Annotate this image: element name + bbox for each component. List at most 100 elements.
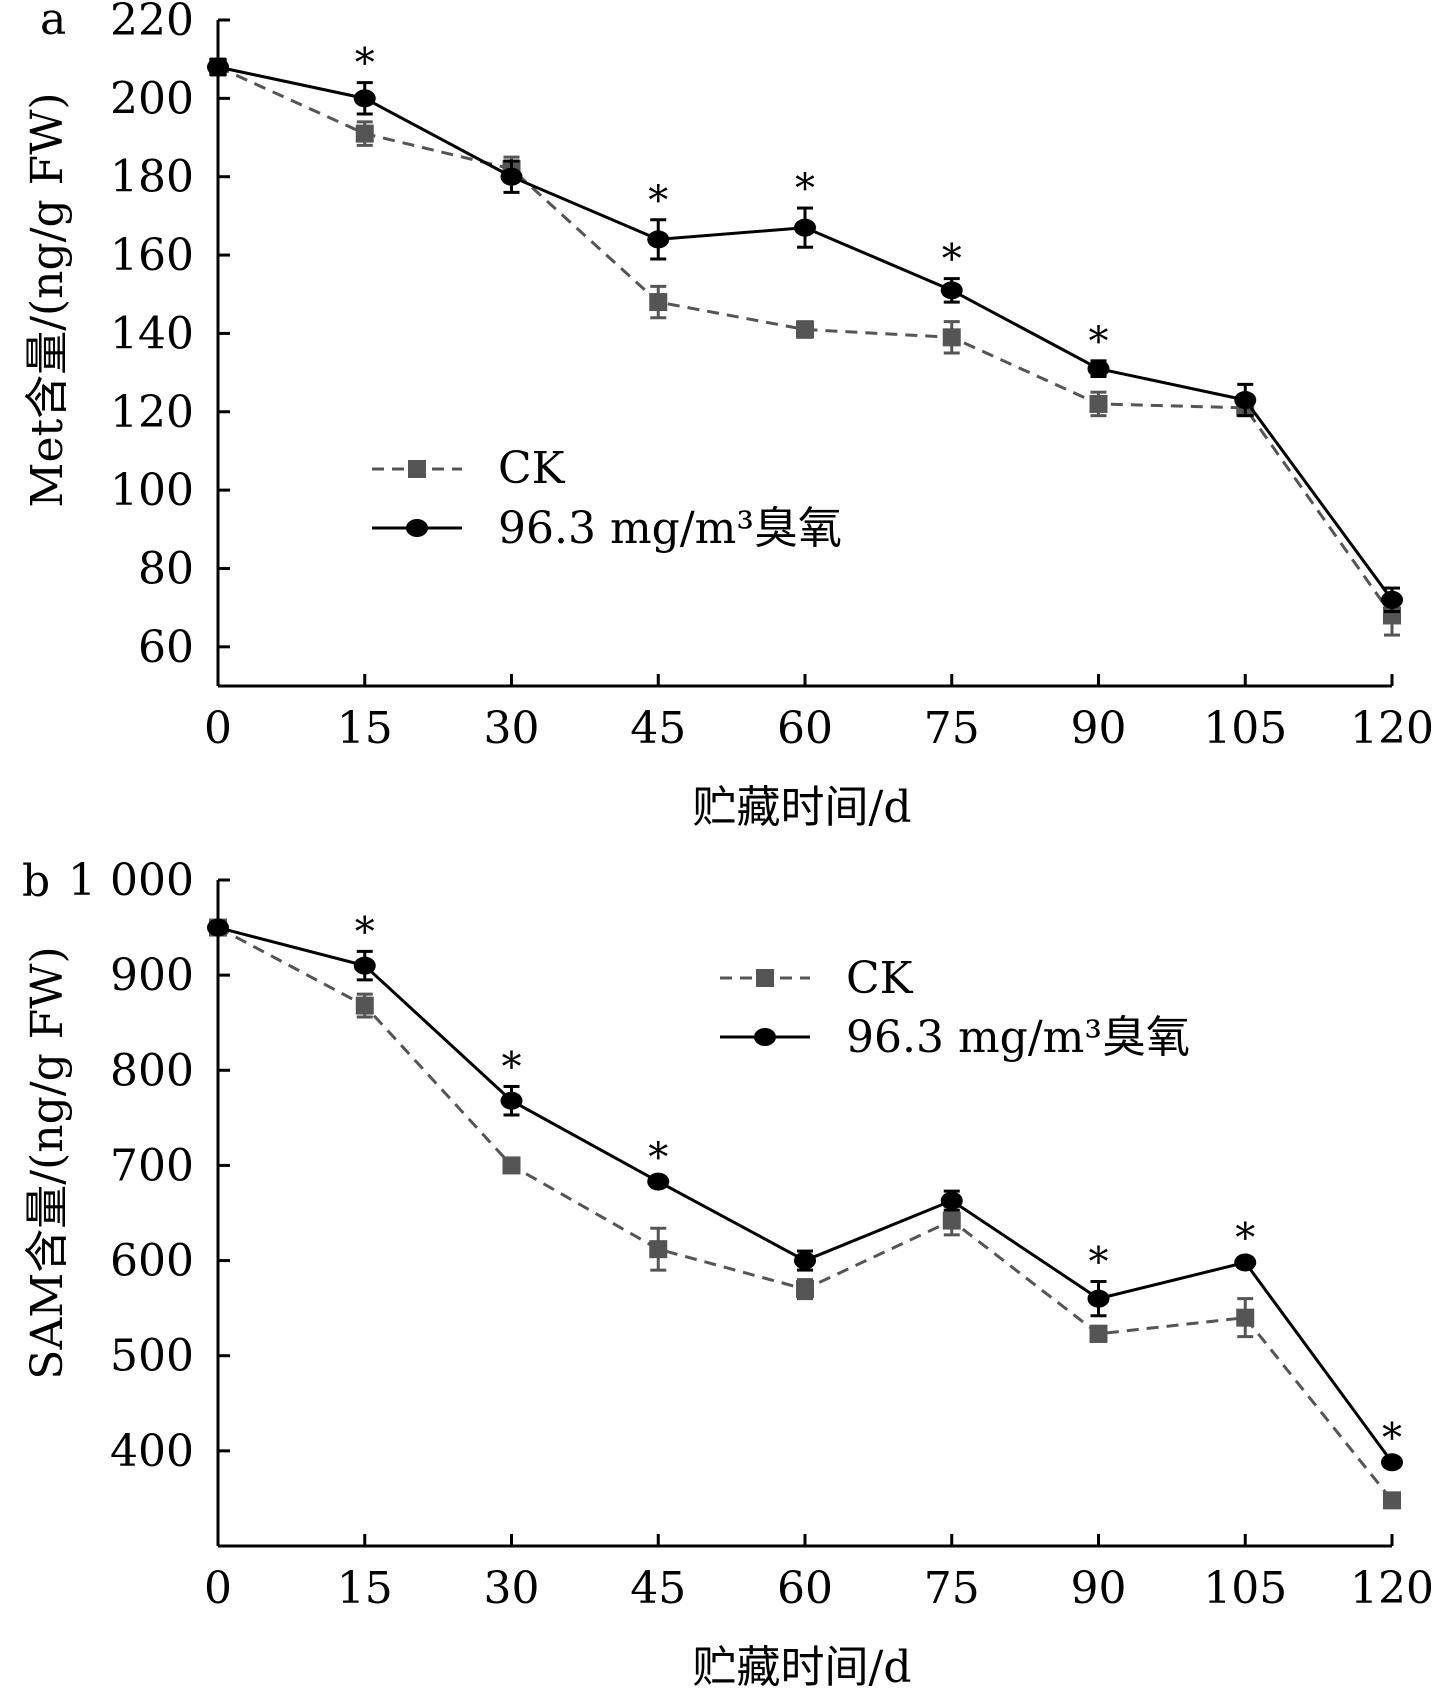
ck-data-point	[355, 996, 374, 1015]
x-tick-label: 0	[204, 1563, 232, 1614]
legend-ck-square-marker	[756, 969, 774, 987]
ozone-data-point	[1381, 590, 1403, 609]
ozone-series-line	[217, 926, 1394, 1464]
panel-a-series	[207, 57, 1403, 637]
ck-data-point	[355, 124, 374, 143]
ozone-data-point	[794, 1251, 816, 1270]
x-tick-label: 0	[204, 703, 232, 754]
panel-a-ticks: 60 80 100 120 140 160 180 200 220 0 15 30 45 60 75 90 10…	[110, 0, 1434, 754]
ozone-data-point	[1087, 1289, 1110, 1308]
ozone-data-point	[940, 281, 963, 300]
significance-asterisk: *	[1382, 1416, 1402, 1462]
y-tick-label: 700	[110, 1140, 194, 1191]
ck-data-point	[502, 1156, 521, 1175]
ck-series-line	[217, 65, 1394, 617]
panel-b-legend: CK 96.3 mg/m³臭氧	[720, 953, 1190, 1063]
panel-b-series	[207, 918, 1403, 1510]
significance-asterisk: *	[942, 237, 962, 283]
ck-series-line	[217, 926, 1394, 1502]
y-tick-label: 160	[110, 230, 194, 281]
panel-a-x-axis-title: 贮藏时间/d	[693, 782, 912, 833]
significance-asterisk: *	[1089, 1240, 1109, 1286]
x-tick-label: 90	[1071, 703, 1127, 754]
ozone-data-point	[1234, 391, 1257, 410]
ck-data-point	[649, 293, 668, 312]
ck-data-point	[1089, 1324, 1108, 1343]
panel-b-x-axis-title: 贮藏时间/d	[693, 1642, 912, 1689]
ozone-data-point	[353, 89, 376, 108]
x-tick-label: 75	[924, 1563, 980, 1614]
y-tick-label: 200	[110, 73, 194, 124]
legend-ozone-circle-marker	[406, 519, 428, 537]
panel-a-legend: CK 96.3 mg/m³臭氧	[372, 443, 842, 554]
y-tick-label: 600	[110, 1236, 194, 1287]
y-tick-label: 900	[110, 950, 194, 1001]
panel-b-axes	[216, 880, 1392, 1548]
ck-data-point	[1089, 394, 1108, 413]
panel-b-significance-marks: * * * * * *	[355, 909, 1402, 1461]
y-tick-label: 500	[110, 1331, 194, 1382]
ozone-data-point	[1087, 359, 1110, 378]
legend-ck-label: CK	[498, 443, 566, 494]
panel-a-label: a	[40, 0, 66, 45]
panel-b-label: b	[22, 856, 50, 907]
significance-asterisk: *	[648, 1135, 668, 1181]
ck-data-point	[796, 320, 814, 339]
ozone-data-point	[794, 218, 816, 237]
ck-data-point	[942, 1211, 961, 1230]
x-tick-label: 45	[630, 703, 686, 754]
y-tick-label: 800	[110, 1045, 194, 1096]
ozone-data-point	[1234, 1253, 1257, 1272]
ck-data-point	[942, 328, 961, 347]
significance-asterisk: *	[355, 909, 375, 955]
legend-ozone-label: 96.3 mg/m³臭氧	[846, 1012, 1190, 1063]
x-tick-label: 30	[484, 703, 540, 754]
y-tick-label: 120	[110, 387, 194, 438]
significance-asterisk: *	[648, 178, 668, 224]
legend-ck-label: CK	[846, 953, 914, 1004]
ozone-data-point	[353, 956, 376, 975]
x-tick-label: 90	[1071, 1563, 1127, 1614]
panel-a-significance-marks: * * * * *	[355, 41, 1109, 365]
panel-b-y-axis-title: SAM含量/(ng/g FW)	[22, 946, 73, 1379]
ck-data-point	[1236, 1308, 1255, 1327]
ozone-data-point	[647, 1172, 670, 1191]
ozone-data-point	[647, 230, 670, 249]
x-tick-label: 15	[337, 1563, 393, 1614]
significance-asterisk: *	[502, 1044, 522, 1090]
y-tick-label: 220	[110, 0, 194, 46]
ozone-data-point	[500, 167, 523, 186]
x-tick-label: 75	[924, 703, 980, 754]
legend-ozone-label: 96.3 mg/m³臭氧	[498, 503, 842, 554]
significance-asterisk: *	[795, 166, 815, 212]
ozone-data-point	[1381, 1453, 1403, 1472]
ck-data-point	[796, 1280, 814, 1299]
x-tick-label: 120	[1350, 703, 1434, 754]
panel-b: b SAM含量/(ng/g FW) 贮藏时间/d 400500600700800…	[22, 855, 1434, 1689]
panel-a-axes	[216, 20, 1392, 688]
y-tick-label: 180	[110, 152, 194, 203]
x-tick-label: 60	[777, 1563, 833, 1614]
ozone-data-point	[940, 1191, 963, 1210]
y-tick-label: 140	[110, 308, 194, 359]
x-tick-label: 30	[484, 1563, 540, 1614]
x-tick-label: 120	[1350, 1563, 1434, 1614]
x-tick-label: 105	[1203, 1563, 1287, 1614]
x-tick-label: 15	[337, 703, 393, 754]
ck-data-point	[649, 1240, 668, 1259]
ck-data-point	[1383, 1491, 1401, 1510]
y-tick-label: 100	[110, 465, 194, 516]
legend-ozone-circle-marker	[754, 1028, 776, 1046]
x-tick-label: 60	[777, 703, 833, 754]
legend-ck-square-marker	[408, 460, 426, 478]
y-tick-label: 60	[138, 622, 194, 673]
y-tick-label: 400	[110, 1426, 194, 1477]
panel-b-ticks: 400 500 600 700 800 900 1 000 0 15 30 45 60 75 90 105 1…	[68, 855, 1434, 1614]
significance-asterisk: *	[1235, 1216, 1255, 1262]
panel-a: a Met含量/(ng/g FW) 贮藏时间/d 60 80 100 120 140 16…	[22, 0, 1434, 833]
ozone-data-point	[500, 1091, 523, 1110]
y-tick-label: 80	[138, 543, 194, 594]
panel-a-y-axis-title: Met含量/(ng/g FW)	[22, 92, 73, 507]
significance-asterisk: *	[1089, 319, 1109, 365]
